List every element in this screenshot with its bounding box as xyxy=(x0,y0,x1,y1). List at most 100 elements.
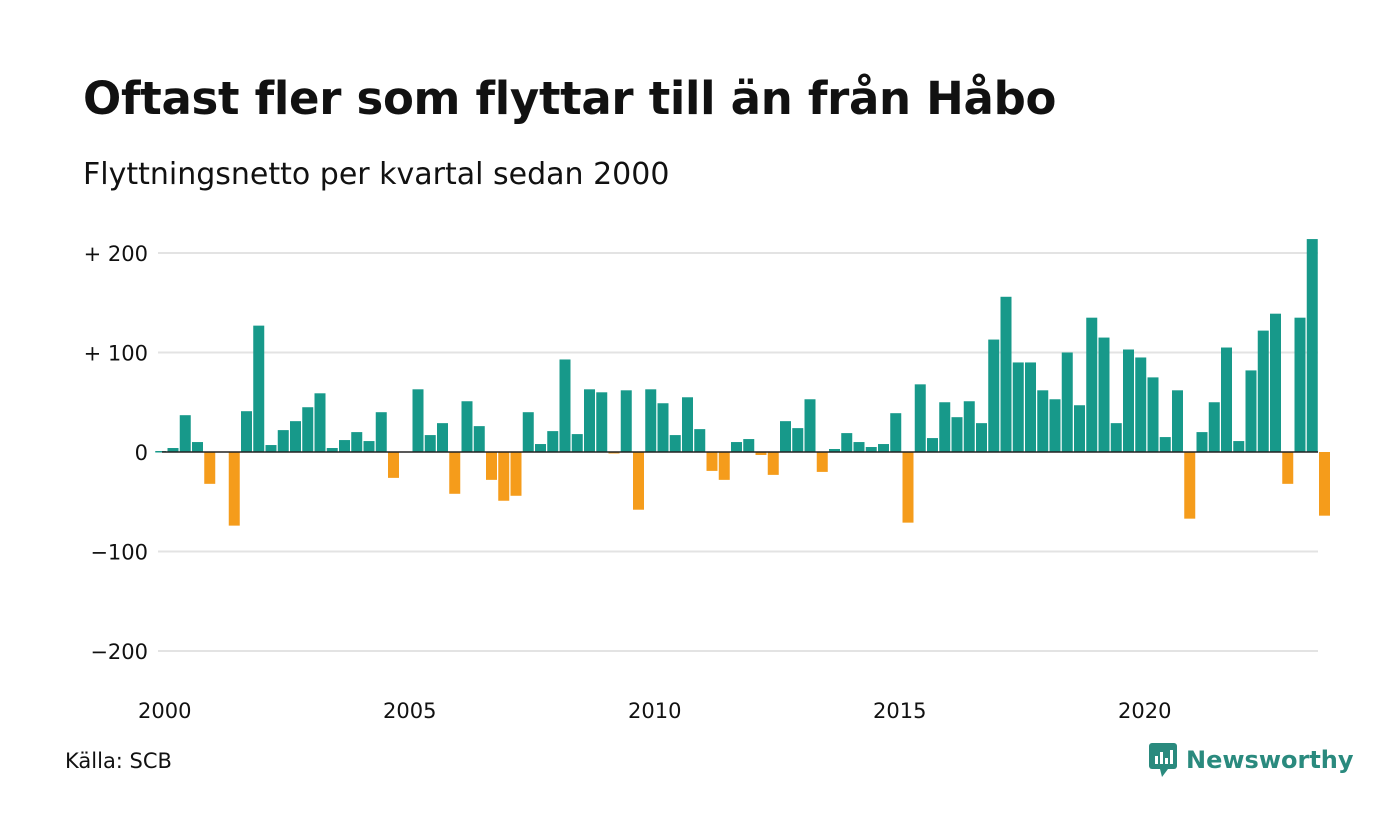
bar xyxy=(792,428,804,452)
bar xyxy=(633,452,644,510)
bar xyxy=(682,397,693,452)
bar xyxy=(1049,399,1061,452)
bar xyxy=(645,389,657,452)
bar xyxy=(620,390,632,452)
bar xyxy=(1086,317,1098,452)
y-tick-label: + 100 xyxy=(84,342,148,366)
bar xyxy=(951,417,963,452)
bar xyxy=(498,452,510,501)
bar xyxy=(1221,347,1232,452)
chart-subtitle: Flyttningsnetto per kvartal sedan 2000 xyxy=(83,157,670,192)
bar xyxy=(927,438,938,452)
bar xyxy=(204,452,216,484)
bar xyxy=(559,359,571,452)
bar xyxy=(522,412,534,452)
bar xyxy=(767,452,779,475)
bar xyxy=(596,392,608,452)
bar xyxy=(290,421,301,452)
bar xyxy=(804,399,816,452)
bar xyxy=(253,325,265,452)
bar xyxy=(1061,352,1073,452)
bar-chart: + 200 + 100 0 −100 −200 2000 2005 2010 2015 2020 xyxy=(84,239,1330,723)
bar xyxy=(167,448,179,452)
bar xyxy=(718,452,730,480)
bar xyxy=(326,448,338,452)
bar xyxy=(829,449,840,452)
y-tick-label: −200 xyxy=(90,640,148,664)
bar xyxy=(277,430,289,452)
bar xyxy=(449,452,461,494)
bar xyxy=(1294,317,1306,452)
bar xyxy=(1172,390,1183,452)
bar xyxy=(780,421,791,452)
bar xyxy=(388,452,399,478)
bar xyxy=(657,403,669,452)
bar xyxy=(963,401,975,452)
bar xyxy=(192,442,203,452)
bar xyxy=(731,442,742,452)
bar xyxy=(486,452,497,480)
bar xyxy=(1319,452,1330,516)
x-axis-labels: 2000 2005 2010 2015 2020 xyxy=(138,699,1171,723)
bar xyxy=(1110,423,1122,452)
bar xyxy=(1270,313,1281,452)
bar xyxy=(694,429,706,452)
bar xyxy=(1000,296,1012,452)
bar xyxy=(339,440,350,452)
bar xyxy=(853,442,865,452)
bar xyxy=(816,452,828,472)
x-tick-label: 2000 xyxy=(138,699,191,723)
bar xyxy=(363,441,375,452)
bars xyxy=(155,239,1330,526)
newsworthy-logo: Newsworthy xyxy=(1148,742,1354,778)
bar xyxy=(437,423,448,452)
bar xyxy=(1196,432,1208,452)
source-note: Källa: SCB xyxy=(65,749,172,773)
bar xyxy=(878,444,889,452)
bar xyxy=(1012,362,1024,452)
bar xyxy=(241,411,252,452)
bar xyxy=(1184,452,1196,519)
bar xyxy=(1074,405,1085,452)
bar xyxy=(841,433,853,452)
y-tick-label: 0 xyxy=(135,441,148,465)
bar xyxy=(939,402,951,452)
bar xyxy=(865,447,877,452)
y-axis-labels: + 200 + 100 0 −100 −200 xyxy=(84,242,148,664)
bar xyxy=(1257,330,1269,452)
bar xyxy=(669,435,681,452)
bar xyxy=(743,439,755,452)
bar xyxy=(1037,390,1049,452)
bar xyxy=(179,415,191,452)
bar xyxy=(755,452,767,455)
bar xyxy=(547,431,559,452)
bar xyxy=(1159,437,1171,452)
bar xyxy=(706,452,718,471)
bar xyxy=(1025,362,1036,452)
bar xyxy=(571,434,583,452)
bar xyxy=(1233,441,1245,452)
bar xyxy=(265,445,277,452)
chart-title: Oftast fler som flyttar till än från Håb… xyxy=(83,72,1057,125)
bar xyxy=(228,452,240,526)
newsworthy-logo-icon xyxy=(1149,743,1177,777)
bar xyxy=(1147,377,1159,453)
bar xyxy=(584,389,595,452)
bar xyxy=(535,444,546,452)
bar xyxy=(988,339,1000,452)
bar xyxy=(302,407,314,452)
bar xyxy=(412,389,424,452)
y-tick-label: −100 xyxy=(90,541,148,565)
x-tick-label: 2020 xyxy=(1118,699,1171,723)
bar xyxy=(1208,402,1220,452)
bar xyxy=(314,393,326,452)
bar xyxy=(902,452,914,523)
bar xyxy=(1098,337,1110,452)
bar xyxy=(1282,452,1294,484)
bar xyxy=(1306,239,1318,452)
bar xyxy=(473,426,485,452)
bar xyxy=(890,413,902,452)
bar xyxy=(1123,349,1134,452)
x-tick-label: 2015 xyxy=(873,699,926,723)
logo-text: Newsworthy xyxy=(1186,746,1354,774)
